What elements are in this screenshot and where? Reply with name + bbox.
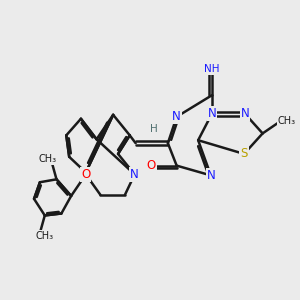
Text: NH: NH: [204, 64, 220, 74]
Text: S: S: [240, 147, 248, 161]
Text: O: O: [81, 168, 90, 181]
Text: N: N: [208, 107, 216, 120]
Text: N: N: [172, 110, 181, 123]
Text: N: N: [130, 168, 139, 181]
Text: H: H: [150, 124, 158, 134]
Text: CH₃: CH₃: [35, 231, 53, 241]
Text: CH₃: CH₃: [278, 116, 296, 126]
Text: CH₃: CH₃: [38, 154, 56, 164]
Text: N: N: [206, 169, 215, 182]
Text: N: N: [241, 107, 249, 120]
Text: O: O: [147, 159, 156, 172]
